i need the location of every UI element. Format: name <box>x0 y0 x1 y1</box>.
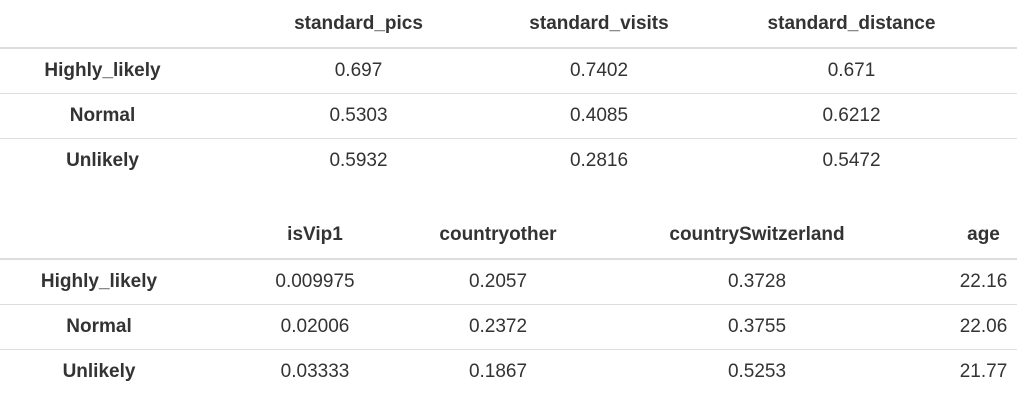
table-row: Unlikely 0.03333 0.1867 0.5253 21.77 <box>0 349 1017 394</box>
cell-value: 0.5303 <box>329 104 388 126</box>
cell-value: 0.5253 <box>727 360 787 382</box>
table-header-row: isVip1 countryother countrySwitzerland a… <box>0 211 1017 260</box>
cell-value: 0.009975 <box>275 270 355 292</box>
column-header-countryother: countryother <box>432 211 564 260</box>
column-header-index <box>0 0 205 49</box>
cell-value: 21.77 <box>959 360 1008 382</box>
cell-value: 0.2816 <box>569 149 629 171</box>
row-label: Normal <box>66 315 132 337</box>
row-label: Normal <box>69 104 136 126</box>
cell-value: 0.671 <box>827 59 876 81</box>
cell-value: 0.3728 <box>727 270 787 292</box>
row-label: Unlikely <box>66 149 139 171</box>
cell-value: 0.4085 <box>569 104 629 126</box>
row-label: Highly_likely <box>40 270 158 292</box>
cell-value: 0.3755 <box>727 315 787 337</box>
column-header-index <box>0 211 198 260</box>
table-row: Highly_likely 0.697 0.7402 0.671 <box>0 48 1017 93</box>
table-row: Normal 0.5303 0.4085 0.6212 <box>0 93 1017 138</box>
cell-value: 0.5932 <box>329 149 388 171</box>
table-header-row: standard_pics standard_visits standard_d… <box>0 0 1017 49</box>
cell-value: 0.2372 <box>468 315 528 337</box>
cell-value: 0.697 <box>334 59 383 81</box>
row-label: Unlikely <box>62 360 136 382</box>
cell-value: 0.5472 <box>822 149 881 171</box>
column-header-standard-pics: standard_pics <box>205 0 512 49</box>
column-header-isvip1: isVip1 <box>198 211 432 260</box>
cell-value: 22.06 <box>959 315 1008 337</box>
summary-table-2: isVip1 countryother countrySwitzerland a… <box>0 211 1017 394</box>
table-row: Unlikely 0.5932 0.2816 0.5472 <box>0 138 1017 183</box>
row-label: Highly_likely <box>44 59 161 81</box>
column-header-age: age <box>950 211 1017 260</box>
cell-value: 0.6212 <box>822 104 881 126</box>
cell-value: 0.1867 <box>468 360 528 382</box>
cell-value: 0.7402 <box>569 59 629 81</box>
table-row: Normal 0.02006 0.2372 0.3755 22.06 <box>0 304 1017 349</box>
column-header-standard-visits: standard_visits <box>512 0 686 49</box>
cell-value: 0.03333 <box>280 360 350 382</box>
cell-value: 0.2057 <box>468 270 528 292</box>
column-header-countryswitzerland: countrySwitzerland <box>564 211 950 260</box>
column-header-standard-distance: standard_distance <box>686 0 1017 49</box>
summary-table-1: standard_pics standard_visits standard_d… <box>0 0 1017 183</box>
cell-value: 22.16 <box>959 270 1008 292</box>
table-row: Highly_likely 0.009975 0.2057 0.3728 22.… <box>0 259 1017 304</box>
cell-value: 0.02006 <box>280 315 350 337</box>
